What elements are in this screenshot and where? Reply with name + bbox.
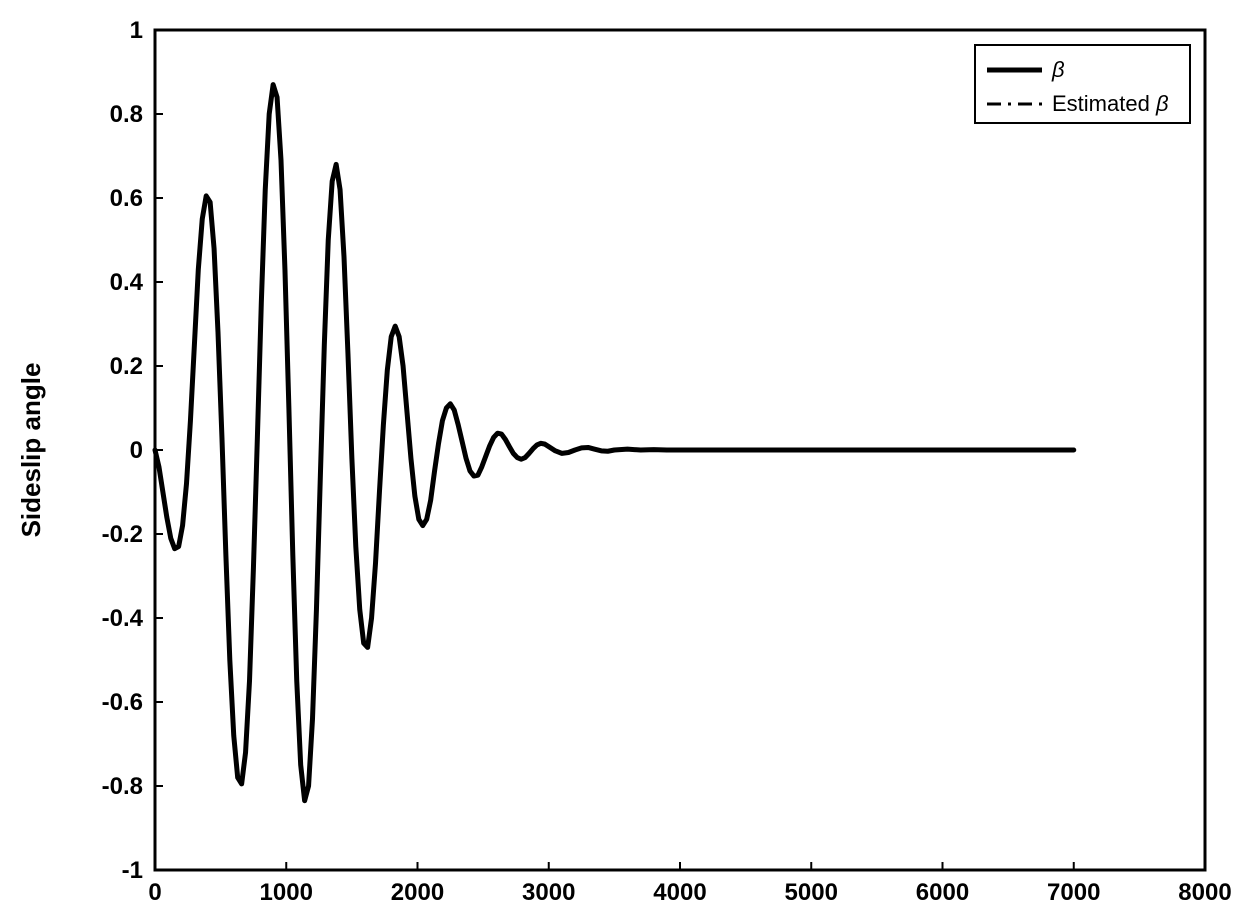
y-tick-label: 0.8: [110, 101, 143, 128]
x-tick-label: 8000: [1178, 879, 1231, 906]
x-tick-label: 7000: [1047, 879, 1100, 906]
x-tick-label: 3000: [522, 879, 575, 906]
legend-label-estimated-beta: Estimated β: [1052, 91, 1169, 116]
y-tick-label: 0.6: [110, 185, 143, 212]
y-tick-label: 0.4: [110, 269, 144, 296]
y-axis-label: Sideslip angle: [16, 363, 46, 538]
chart-container: 0 1000 2000 3000 4000 5000 6000 7000 8000 -1 -0.8 -…: [0, 0, 1240, 922]
legend-label-beta: β: [1051, 57, 1065, 82]
y-tick-label: -0.8: [102, 773, 143, 800]
x-tick-label: 6000: [916, 879, 969, 906]
x-tick-label: 0: [148, 879, 161, 906]
x-tick-label: 1000: [260, 879, 313, 906]
y-tick-label: -0.6: [102, 689, 143, 716]
y-tick-label: 0: [130, 437, 143, 464]
y-tick-label: -0.4: [102, 605, 144, 632]
x-tick-label: 5000: [785, 879, 838, 906]
sideslip-chart: 0 1000 2000 3000 4000 5000 6000 7000 8000 -1 -0.8 -…: [0, 0, 1240, 922]
y-tick-label: -0.2: [102, 521, 143, 548]
x-tick-label: 4000: [653, 879, 706, 906]
x-tick-label: 2000: [391, 879, 444, 906]
y-tick-label: 0.2: [110, 353, 143, 380]
y-tick-label: 1: [130, 17, 143, 44]
y-tick-label: -1: [122, 857, 143, 884]
